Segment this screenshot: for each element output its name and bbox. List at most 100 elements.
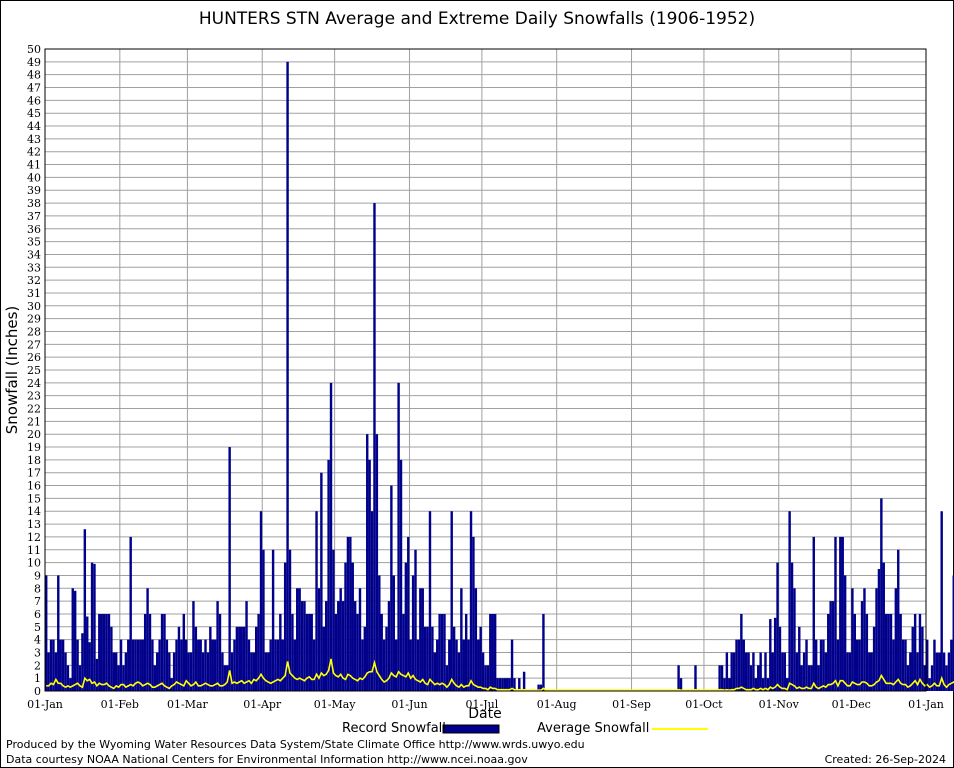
record-bar bbox=[911, 626, 914, 691]
record-bar bbox=[168, 652, 171, 691]
y-tick-label: 34 bbox=[27, 248, 41, 261]
record-bar bbox=[863, 588, 866, 691]
record-bar bbox=[281, 639, 284, 691]
record-bar bbox=[486, 665, 490, 691]
record-bar bbox=[204, 639, 207, 691]
record-bar bbox=[411, 575, 415, 691]
record-bar bbox=[172, 652, 176, 691]
record-bar bbox=[438, 613, 441, 691]
record-bar bbox=[380, 613, 383, 691]
record-bar bbox=[182, 613, 185, 691]
y-tick-label: 41 bbox=[27, 159, 41, 172]
record-bar bbox=[300, 601, 304, 691]
record-bar bbox=[938, 652, 941, 691]
record-bar bbox=[477, 639, 480, 691]
record-bar bbox=[812, 536, 815, 691]
record-bar bbox=[728, 678, 731, 691]
chart-title: HUNTERS STN Average and Extreme Daily Sn… bbox=[198, 9, 756, 29]
record-bar bbox=[887, 613, 890, 691]
record-bar bbox=[906, 665, 910, 691]
y-tick-label: 31 bbox=[27, 287, 41, 300]
y-tick-label: 39 bbox=[27, 184, 41, 197]
record-bar bbox=[884, 613, 888, 691]
record-bar bbox=[250, 652, 253, 691]
record-bar bbox=[141, 639, 144, 691]
record-bar bbox=[134, 639, 137, 691]
record-bar bbox=[783, 652, 787, 691]
record-bar bbox=[206, 652, 210, 691]
y-tick-label: 8 bbox=[34, 582, 41, 595]
x-tick-label: 01-Jul bbox=[466, 698, 499, 711]
record-bar bbox=[882, 562, 885, 691]
record-bar bbox=[303, 601, 306, 691]
record-bar bbox=[841, 536, 844, 691]
record-bar bbox=[291, 613, 294, 691]
record-bar bbox=[199, 639, 202, 691]
y-tick-label: 32 bbox=[27, 274, 41, 287]
record-bar bbox=[308, 613, 311, 691]
y-tick-label: 10 bbox=[27, 557, 41, 570]
record-bar bbox=[254, 626, 258, 691]
record-bar bbox=[452, 626, 456, 691]
record-bar bbox=[69, 678, 72, 691]
record-bar bbox=[725, 652, 729, 691]
record-bar bbox=[259, 511, 263, 691]
record-bar bbox=[64, 652, 67, 691]
y-tick-label: 3 bbox=[34, 646, 41, 659]
record-bar bbox=[489, 613, 492, 691]
y-tick-labels: 0123456789101112131415161718192021222324… bbox=[27, 43, 41, 698]
record-bar bbox=[158, 639, 161, 691]
record-bar bbox=[757, 665, 760, 691]
record-snowfall-bars bbox=[45, 61, 954, 691]
record-bar bbox=[366, 434, 369, 691]
y-tick-label: 25 bbox=[27, 364, 41, 377]
x-tick-label: 01-Dec bbox=[832, 698, 871, 711]
record-bar bbox=[409, 639, 412, 691]
record-bar bbox=[464, 613, 468, 691]
y-tick-label: 9 bbox=[34, 569, 41, 582]
record-bar bbox=[508, 678, 511, 691]
record-bar bbox=[211, 639, 214, 691]
record-bar bbox=[819, 639, 823, 691]
record-bar bbox=[139, 639, 142, 691]
footer-created-date: Created: 26-Sep-2024 bbox=[824, 753, 946, 766]
record-bar bbox=[829, 601, 832, 691]
record-bar bbox=[165, 639, 169, 691]
record-bar bbox=[276, 639, 280, 691]
record-bar bbox=[156, 652, 159, 691]
record-bar bbox=[851, 588, 854, 691]
record-bar bbox=[192, 601, 195, 691]
record-bar bbox=[61, 639, 65, 691]
record-bar bbox=[187, 652, 190, 691]
record-bar bbox=[394, 639, 398, 691]
record-bar bbox=[769, 619, 772, 691]
y-tick-label: 33 bbox=[27, 261, 41, 274]
record-bar bbox=[460, 588, 463, 691]
record-bar bbox=[353, 601, 357, 691]
record-bar bbox=[267, 652, 270, 691]
y-tick-label: 13 bbox=[27, 518, 41, 531]
record-bar bbox=[102, 613, 106, 691]
record-bar bbox=[913, 613, 917, 691]
record-bar bbox=[392, 575, 395, 691]
y-tick-label: 40 bbox=[27, 171, 41, 184]
record-bar bbox=[467, 639, 470, 691]
record-bar bbox=[407, 536, 410, 691]
record-bar bbox=[283, 562, 287, 691]
record-bar bbox=[860, 601, 864, 691]
record-bar bbox=[66, 665, 70, 691]
record-bar bbox=[247, 639, 251, 691]
record-bar bbox=[542, 613, 545, 691]
record-bar bbox=[361, 639, 364, 691]
record-bar bbox=[288, 549, 292, 691]
y-tick-label: 18 bbox=[27, 454, 41, 467]
y-tick-label: 43 bbox=[27, 133, 41, 146]
x-tick-labels: 01-Jan 01-Feb 01-Mar 01-Apr 01-May 01-Jun 01-J… bbox=[27, 698, 944, 711]
y-tick-label: 17 bbox=[27, 467, 41, 480]
record-bar bbox=[428, 511, 432, 691]
record-bar bbox=[834, 536, 837, 691]
record-bar bbox=[57, 575, 60, 691]
y-tick-label: 46 bbox=[27, 94, 41, 107]
record-bar bbox=[414, 549, 417, 691]
record-bar bbox=[107, 613, 111, 691]
